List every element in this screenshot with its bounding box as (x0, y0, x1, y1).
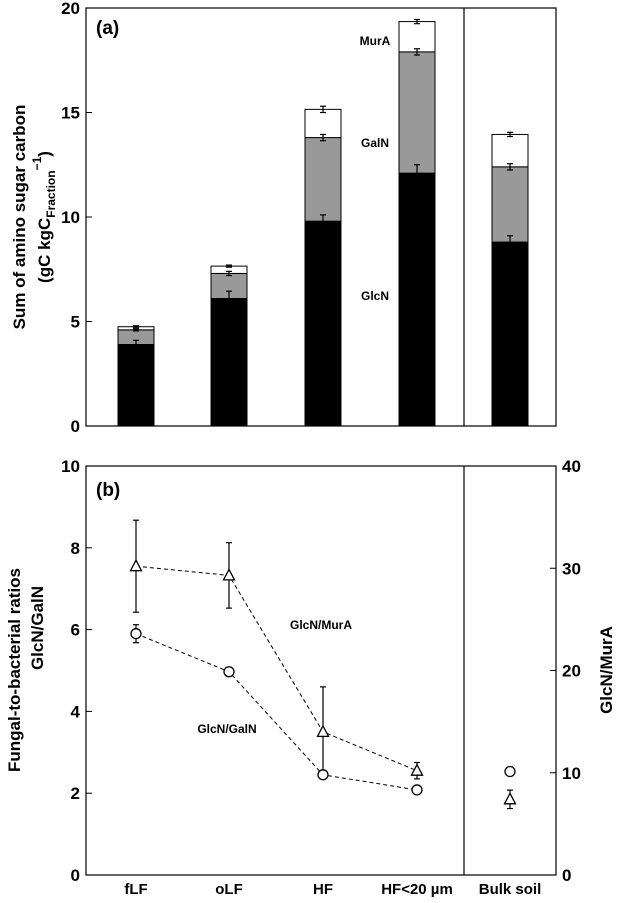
panel-a-label: (a) (96, 18, 119, 39)
point-circle-4 (504, 765, 516, 778)
annotation-mura: MurA (360, 34, 391, 48)
x-tick-label-0: fLF (124, 881, 147, 898)
annotation-glcn-galn: GlcN/GalN (197, 722, 256, 736)
y-tick-label: 5 (71, 313, 80, 332)
panel-b-right-y-ticks: 0 10 20 30 40 (550, 457, 581, 885)
point-triangle-2 (316, 724, 330, 737)
panel-b-left-y-label-line2: GlcN/GalN (28, 586, 47, 670)
bar-glcn-3 (398, 172, 436, 427)
panel-a-y-label-line1: Sum of amino sugar carbon (10, 105, 29, 330)
right-y-tick-label: 20 (562, 662, 581, 681)
left-y-tick-label: 6 (71, 621, 80, 640)
right-y-tick-label: 30 (562, 559, 581, 578)
annotation-glcn: GlcN (361, 289, 389, 303)
x-tick-label-2: HF (313, 881, 333, 898)
y-tick-label: 10 (61, 208, 80, 227)
bar-galn-2 (304, 137, 342, 222)
panel-b-right-y-label: GlcN/MurA (597, 626, 616, 714)
point-triangle-1 (222, 568, 236, 581)
x-tick-label-1: oLF (215, 881, 243, 898)
point-triangle-4 (503, 791, 517, 805)
left-y-tick-label: 2 (71, 784, 80, 803)
line-glcn-mura (135, 565, 418, 772)
annotation-galn: GalN (361, 136, 389, 150)
panel-a-y-label-prefix: (gC kgC (35, 218, 54, 283)
panel-a-y-label-sup: −1 (30, 156, 44, 170)
left-y-tick-label: 0 (71, 866, 80, 885)
bar-glcn-4 (491, 241, 529, 427)
panel-a-y-label-line2: (gC kgCFraction−1) (30, 151, 58, 283)
panel-b-points (129, 558, 517, 805)
bar-glcn-1 (210, 298, 248, 427)
right-y-tick-label: 0 (562, 866, 571, 885)
y-tick-label: 0 (71, 417, 80, 436)
panel-a-error-bars (133, 18, 513, 350)
panel-b-series-lines (135, 565, 418, 791)
bar-mura-3 (398, 21, 436, 53)
panel-a-bars (117, 21, 529, 427)
line-glcn-galn (135, 633, 418, 791)
point-triangle-3 (410, 763, 424, 776)
bar-galn-3 (398, 51, 436, 174)
y-tick-label: 20 (61, 0, 80, 18)
point-circle-0 (130, 628, 142, 640)
point-triangle-0 (129, 558, 143, 572)
right-y-tick-label: 40 (562, 457, 581, 476)
left-y-tick-label: 8 (71, 539, 80, 558)
left-y-tick-label: 4 (71, 702, 81, 721)
point-circle-2 (317, 769, 329, 781)
x-tick-label-4: Bulk soil (479, 881, 542, 898)
panel-a-y-label-sub: Fraction (44, 170, 58, 217)
panel-b-left-y-ticks: 0 2 4 6 8 10 (61, 457, 92, 885)
panel-a: (a) 0 5 10 15 20 MurA GalN GlcN Sum of amino… (10, 0, 557, 436)
panel-b: (b) 0 2 4 6 8 10 0 10 20 30 40 GlcN/MurA GlcN/Gal… (5, 457, 616, 898)
point-circle-3 (411, 784, 423, 796)
left-y-tick-label: 10 (61, 457, 80, 476)
bar-galn-4 (491, 166, 529, 243)
panel-b-left-y-label-line1: Fungal-to-bacterial ratios (5, 568, 24, 772)
point-circle-1 (223, 666, 235, 678)
panel-b-label: (b) (96, 480, 120, 501)
panel-b-x-tick-labels: fLF oLF HF HF<20 µm Bulk soil (124, 881, 541, 898)
bar-mura-2 (304, 108, 342, 139)
x-tick-label-3: HF<20 µm (381, 881, 453, 898)
y-tick-label: 15 (61, 104, 80, 123)
panel-a-y-ticks: 0 5 10 15 20 (61, 0, 92, 436)
bar-glcn-0 (117, 343, 155, 427)
panel-b-error-bars (133, 519, 513, 810)
annotation-glcn-mura: GlcN/MurA (290, 618, 352, 632)
right-y-tick-label: 10 (562, 764, 581, 783)
bar-glcn-2 (304, 220, 342, 427)
bar-mura-4 (491, 133, 529, 168)
panel-a-y-label-suffix: ) (35, 151, 54, 157)
panel-b-frame (85, 465, 557, 876)
